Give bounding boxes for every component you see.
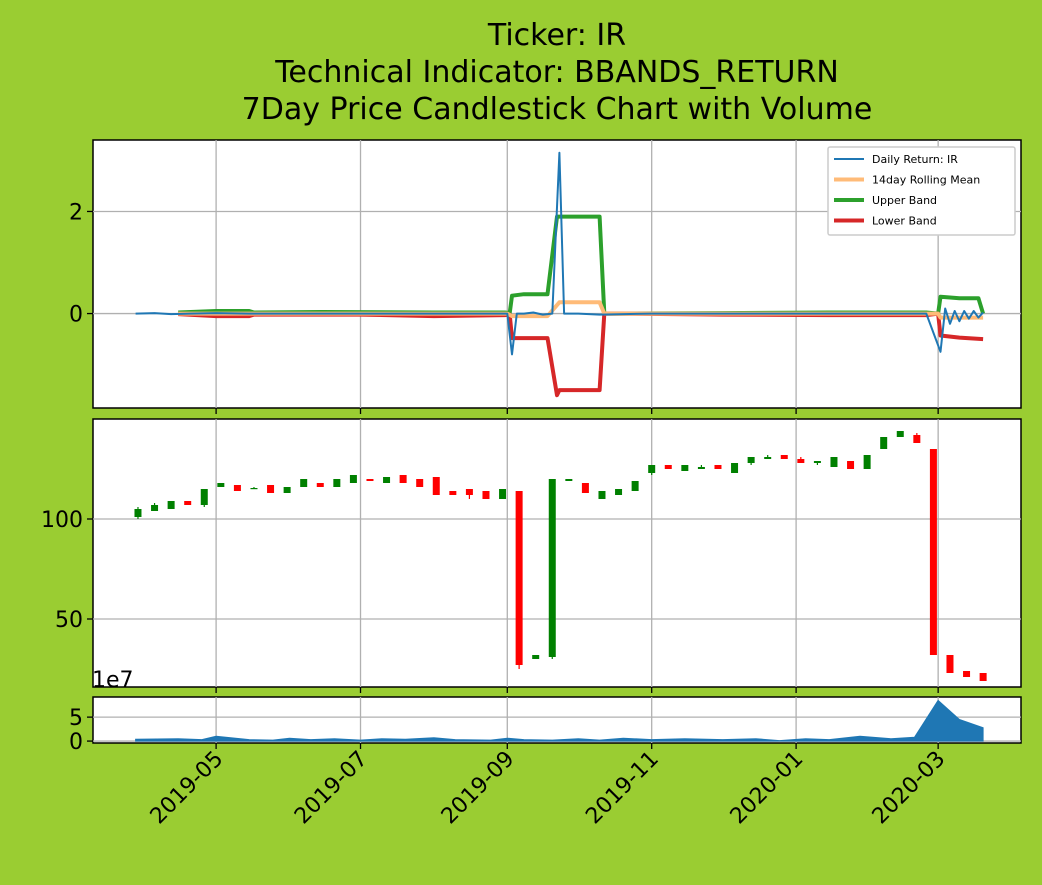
candle-body — [598, 491, 606, 499]
candle-body — [233, 485, 241, 491]
series-daily-return — [135, 151, 984, 356]
candle-body — [880, 437, 888, 449]
candle-body — [532, 655, 540, 659]
candle-body — [631, 481, 639, 491]
candle-body — [830, 457, 838, 467]
candle-body — [449, 491, 457, 495]
candle-body — [963, 671, 971, 677]
candle-body — [499, 489, 507, 499]
y-tick-label: 0 — [69, 303, 83, 328]
volume-fill — [135, 699, 984, 742]
candle-body — [780, 455, 788, 459]
legend-entry: Upper Band — [872, 194, 937, 207]
y-tick-label: 50 — [55, 608, 83, 633]
legend-entry: Daily Return: IR — [872, 153, 958, 166]
x-tick-label: 2020-01 — [726, 747, 809, 830]
candlesticks — [134, 431, 987, 681]
candle-body — [747, 457, 755, 463]
candle-body — [349, 475, 357, 483]
price-grid — [93, 419, 1021, 693]
candle-body — [664, 465, 672, 469]
volume-panel — [92, 696, 1022, 744]
indicator-y-axis: 02 — [69, 200, 93, 328]
candle-body — [714, 465, 722, 469]
legend: Daily Return: IR 14day Rolling Mean Upper … — [827, 146, 1016, 236]
x-tick-label: 2019-11 — [581, 747, 664, 830]
y-tick-label: 2 — [69, 200, 83, 225]
candle-body — [979, 673, 987, 681]
candle-body — [731, 463, 739, 473]
candle-body — [416, 479, 424, 487]
candle-body — [648, 465, 656, 473]
volume-area — [135, 699, 984, 742]
candle-body — [399, 475, 407, 483]
candle-body — [151, 505, 159, 511]
legend-box — [827, 146, 1016, 236]
candle-body — [581, 483, 589, 493]
candle-body — [217, 483, 225, 487]
legend-entry: Lower Band — [872, 215, 937, 228]
candle-body — [167, 501, 175, 509]
candle-body — [200, 489, 208, 505]
candle-body — [184, 501, 192, 505]
candle-body — [847, 461, 855, 469]
candle-body — [432, 477, 440, 495]
candle-body — [813, 461, 821, 463]
candle-body — [465, 489, 473, 495]
candle-body — [333, 479, 341, 487]
candle-body — [896, 431, 904, 437]
y-tick-label: 100 — [41, 508, 83, 533]
x-axis: 2019-05 2019-07 2019-09 2019-11 2020-01 2020-… — [146, 747, 951, 830]
y-tick-label: 0 — [69, 730, 83, 755]
candle-body — [929, 449, 937, 655]
candle-body — [482, 491, 490, 499]
candle-body — [316, 483, 324, 487]
candle-body — [366, 479, 374, 481]
candle-body — [764, 457, 772, 459]
volume-y-axis: 05 — [69, 706, 93, 755]
candle-body — [383, 477, 391, 483]
candle-body — [863, 455, 871, 469]
legend-entry: 14day Rolling Mean — [872, 174, 980, 187]
candle-body — [250, 488, 258, 490]
candle-body — [681, 465, 689, 471]
price-panel — [92, 418, 1022, 688]
title-line-1: Ticker: IR — [487, 18, 626, 53]
candle-body — [565, 479, 573, 481]
candle-body — [134, 509, 142, 517]
candle-body — [267, 485, 275, 493]
x-tick-label: 2019-05 — [146, 747, 229, 830]
candle-body — [913, 435, 921, 443]
indicator-series — [135, 151, 986, 398]
price-y-axis: 50 100 — [41, 508, 93, 633]
candle-body — [300, 479, 308, 487]
candle-body — [615, 489, 623, 495]
x-tick-label: 2020-03 — [868, 747, 951, 830]
y-tick-label: 5 — [69, 706, 83, 731]
candle-body — [797, 459, 805, 463]
x-tick-label: 2019-09 — [437, 747, 520, 830]
candle-body — [548, 479, 556, 657]
candle-body — [946, 655, 954, 673]
candle-body — [283, 487, 291, 493]
candle-body — [697, 467, 705, 469]
volume-offset-label: 1e7 — [92, 668, 134, 693]
x-tick-label: 2019-07 — [290, 747, 373, 830]
title-line-3: 7Day Price Candlestick Chart with Volume — [242, 92, 873, 127]
title-line-2: Technical Indicator: BBANDS_RETURN — [274, 55, 839, 90]
candle-body — [515, 491, 523, 665]
